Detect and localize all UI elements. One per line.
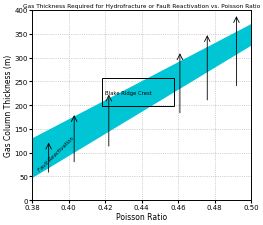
Y-axis label: Gas Column Thickness (m): Gas Column Thickness (m): [4, 55, 13, 157]
X-axis label: Poisson Ratio: Poisson Ratio: [116, 212, 167, 221]
Bar: [102, 78, 174, 107]
Text: Blake Ridge Crest: Blake Ridge Crest: [105, 91, 152, 96]
Title: Gas Thickness Required for Hydrofracture or Fault Reactivation vs. Poisson Ratio: Gas Thickness Required for Hydrofracture…: [23, 4, 260, 9]
Text: Fault Reactivation: Fault Reactivation: [38, 135, 75, 172]
